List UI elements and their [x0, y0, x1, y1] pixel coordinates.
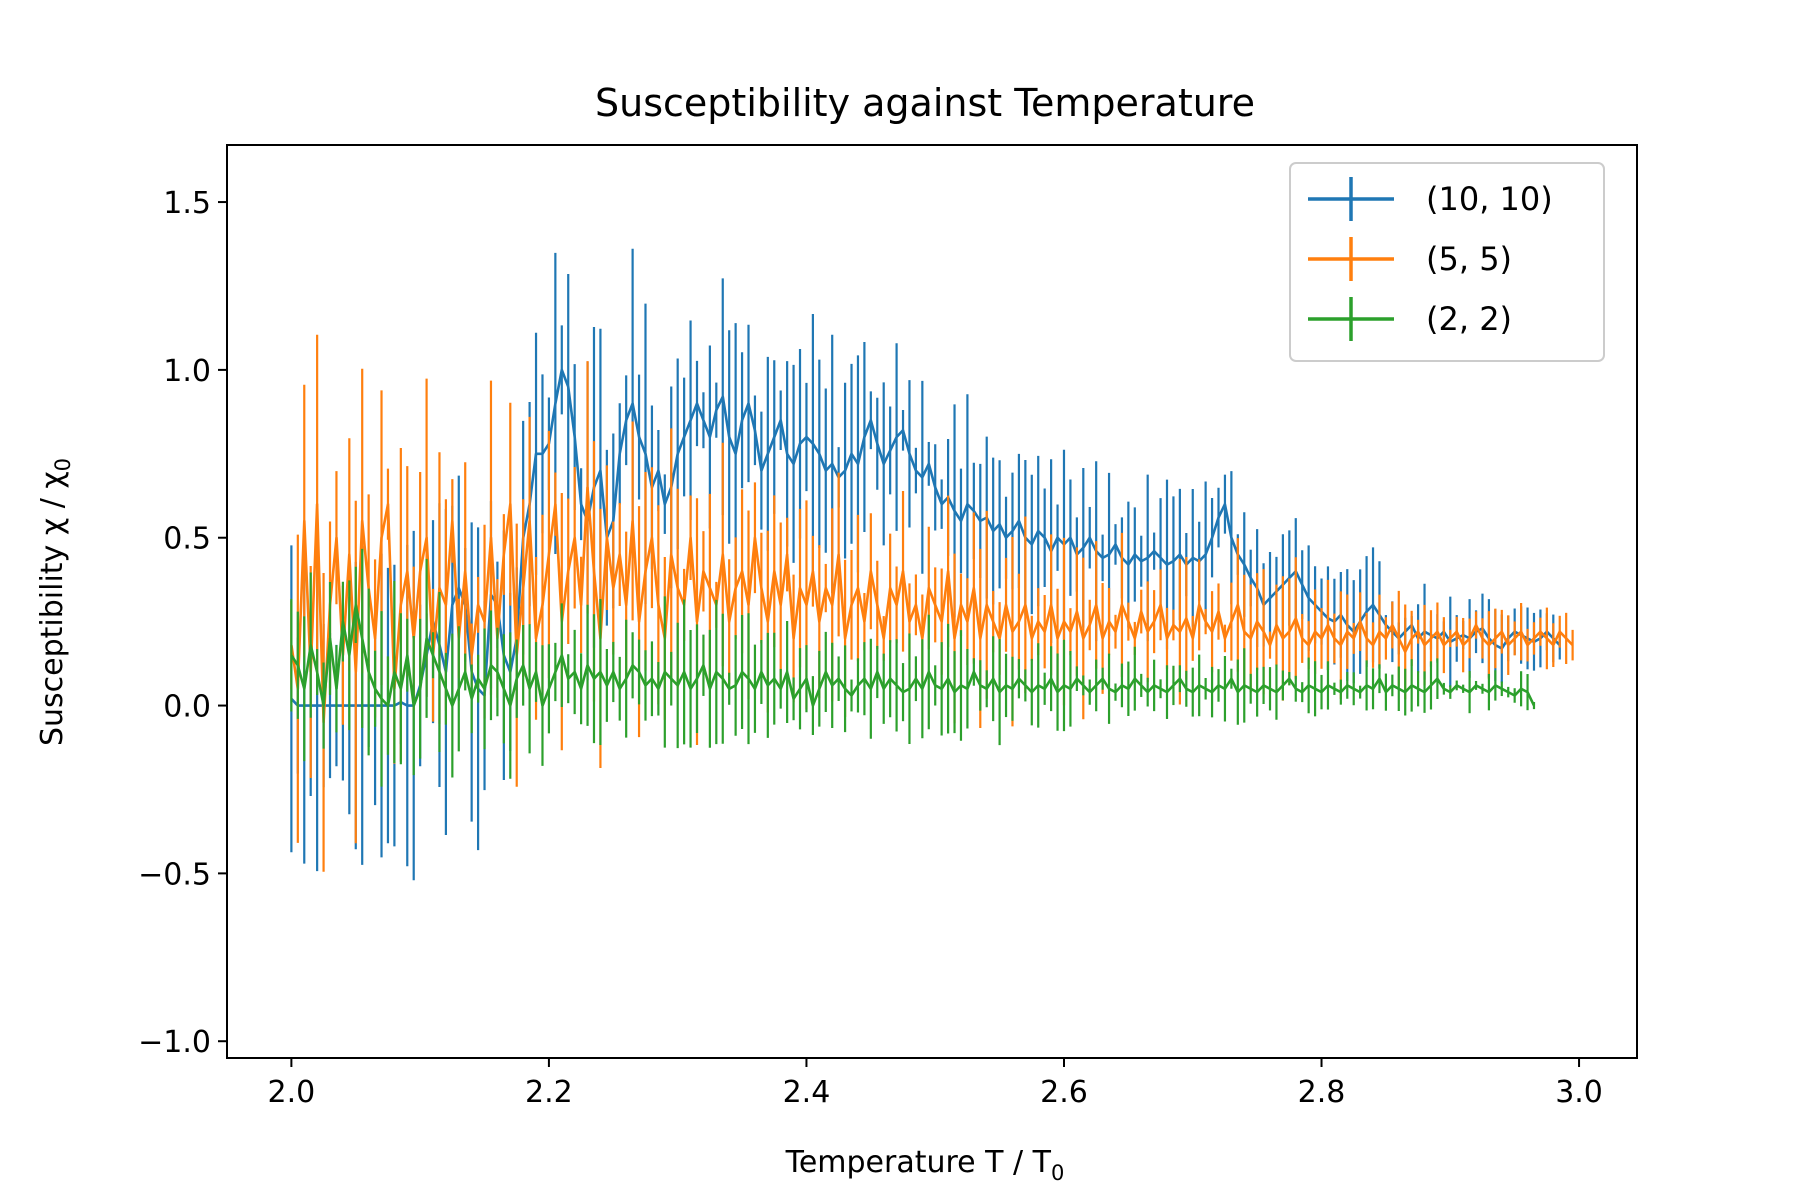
chart-title: Susceptibility against Temperature: [595, 81, 1255, 125]
x-tick-label: 3.0: [1555, 1075, 1603, 1110]
legend-label: (2, 2): [1426, 300, 1512, 338]
y-tick-label: 0.0: [163, 690, 211, 725]
series-line: [290, 486, 1574, 724]
x-tick-label: 2.2: [525, 1075, 573, 1110]
y-tick-label: −0.5: [138, 857, 211, 892]
x-axis: 2.0 2.2 2.4 2.6 2.8 3.0: [268, 1058, 1603, 1110]
x-tick-label: 2.6: [1040, 1075, 1088, 1110]
plot-area: [290, 248, 1574, 881]
plot-frame: [226, 144, 1638, 1059]
y-axis-label-subscript: 0: [51, 458, 75, 471]
series-2: [290, 548, 1536, 787]
legend: (10, 10) (5, 5) (2, 2): [1289, 162, 1605, 362]
y-tick-label: 1.5: [163, 186, 211, 221]
x-tick-label: 2.0: [268, 1075, 316, 1110]
x-axis-label-subscript: 0: [1051, 1161, 1064, 1185]
y-tick-label: 0.5: [163, 522, 211, 557]
x-tick-label: 2.4: [783, 1075, 831, 1110]
legend-label: (10, 10): [1426, 180, 1553, 218]
series-line: [290, 603, 1536, 707]
y-axis: −1.0 −0.5 0.0 0.5 1.0 1.5: [138, 186, 227, 1060]
y-tick-label: −1.0: [138, 1025, 211, 1060]
x-tick-label: 2.8: [1298, 1075, 1346, 1110]
y-tick-label: 1.0: [163, 354, 211, 389]
legend-label: (5, 5): [1426, 240, 1512, 278]
x-axis-label: Temperature T / T0: [785, 1145, 1065, 1185]
legend-box: [1289, 162, 1605, 362]
y-axis-label: Susceptibility χ / χ0: [35, 458, 75, 746]
